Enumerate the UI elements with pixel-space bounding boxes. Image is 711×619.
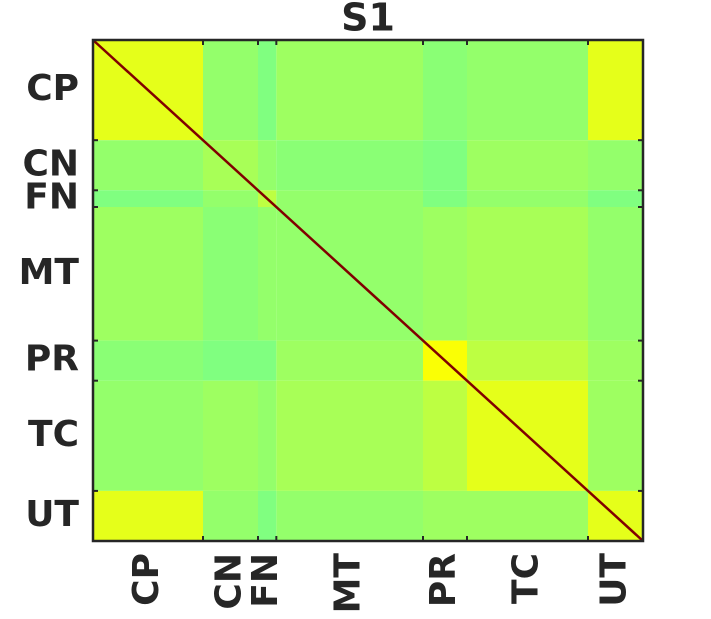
x-tick-label: PR: [423, 553, 464, 607]
heatmap-cell: [203, 340, 258, 381]
heatmap-cell: [203, 380, 258, 491]
heatmap-cell: [276, 190, 423, 207]
y-tick-label: CN: [22, 143, 79, 184]
y-tick-label: UT: [25, 494, 79, 535]
plot-frame: [91, 38, 645, 543]
x-tick-label: MT: [328, 553, 369, 614]
heatmap-cell: [467, 490, 588, 541]
heatmap-cell: [276, 380, 423, 491]
heatmap-cell: [203, 207, 258, 341]
y-tick-label: MT: [19, 252, 80, 293]
heatmap-cell: [93, 140, 203, 191]
heatmap-cell: [423, 190, 467, 207]
heatmap-cell: [258, 380, 277, 491]
heatmap-cell: [423, 490, 467, 541]
heatmap-cell: [467, 340, 588, 381]
heatmap-cell: [467, 207, 588, 341]
heatmap-cell: [203, 40, 258, 141]
heatmap-cell: [588, 40, 643, 141]
heatmap-cell: [203, 190, 258, 207]
heatmap-cell: [276, 40, 423, 141]
heatmap-cell: [203, 490, 258, 541]
heatmap-cell: [93, 380, 203, 491]
x-tick-label: CN: [209, 553, 250, 610]
heatmap-cell: [258, 140, 277, 191]
heatmap-cell: [423, 380, 467, 491]
heatmap-cell: [276, 490, 423, 541]
heatmap-cell: [467, 40, 588, 141]
heatmap-cell: [93, 490, 203, 541]
heatmap-cell: [258, 340, 277, 381]
heatmap-cell: [423, 140, 467, 191]
heatmap-cell: [93, 190, 203, 207]
heatmap-cell: [258, 40, 277, 141]
heatmap-cell: [467, 190, 588, 207]
x-tick-label: CP: [126, 553, 167, 606]
heatmap-cell: [276, 340, 423, 381]
heatmap-cell: [588, 340, 643, 381]
y-tick-label: TC: [28, 414, 79, 455]
x-tick-label: TC: [506, 553, 547, 604]
chart-title: S1: [341, 0, 395, 40]
y-tick-label: CP: [26, 68, 79, 109]
heatmap-cell: [588, 380, 643, 491]
x-tick-label: UT: [594, 553, 635, 607]
heatmap-cell: [423, 207, 467, 341]
x-tick-label: FN: [245, 553, 286, 608]
heatmap-cell: [588, 190, 643, 207]
heatmap-cell: [588, 207, 643, 341]
diagonal: [92, 39, 644, 542]
y-tick-label: PR: [25, 339, 79, 380]
heatmap-cell: [423, 40, 467, 141]
heatmap-cell: [93, 340, 203, 381]
heatmap-cell: [467, 140, 588, 191]
heatmap-cell: [93, 207, 203, 341]
heatmap-cell: [588, 140, 643, 191]
y-tick-label: FN: [24, 177, 79, 218]
heatmap-cell: [258, 490, 277, 541]
heatmap-cell: [258, 207, 277, 341]
heatmap-cell: [276, 140, 423, 191]
